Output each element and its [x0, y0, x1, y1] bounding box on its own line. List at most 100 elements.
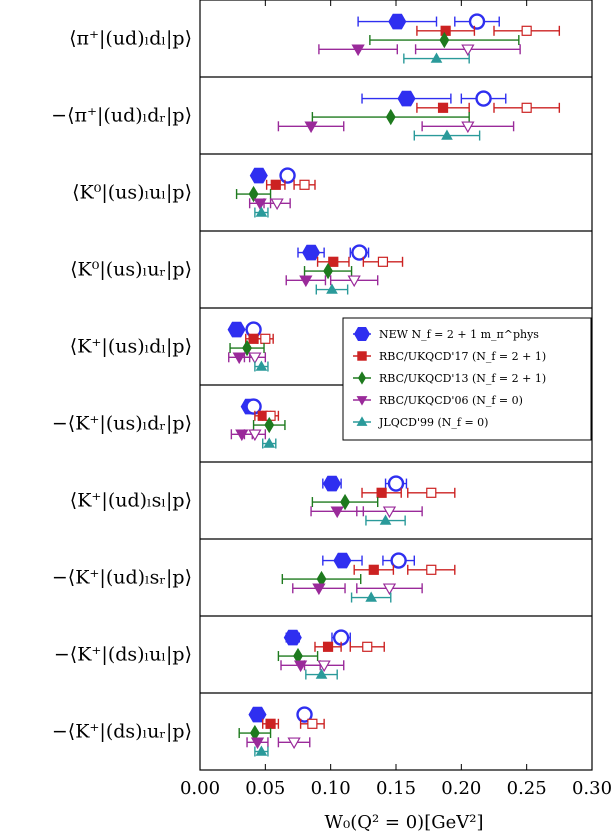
legend-marker — [356, 416, 368, 426]
data-point — [250, 737, 265, 750]
data-point — [322, 475, 342, 492]
row-label: ⟨K⁰|(us)ₗuₗ|p⟩ — [72, 182, 192, 204]
data-marks — [227, 13, 561, 757]
data-point — [368, 564, 379, 575]
data-point-open — [296, 706, 313, 723]
row-label: ⟨π⁺|(ud)ₗdₗ|p⟩ — [69, 28, 192, 50]
legend-label: NEW N_f = 2 + 1 m_π^phys — [379, 328, 539, 341]
data-point — [330, 506, 344, 519]
data-point — [312, 583, 326, 596]
data-point — [302, 244, 321, 261]
data-point-open — [279, 167, 296, 184]
data-point — [232, 352, 246, 365]
data-point-open — [307, 718, 318, 729]
data-point-open — [382, 506, 397, 519]
data-point — [227, 321, 246, 338]
data-point — [255, 745, 268, 756]
row-label: −⟨K⁺|(ds)ₗuᵣ|p⟩ — [52, 721, 192, 743]
data-point — [322, 641, 334, 652]
data-point-open — [265, 410, 276, 421]
series-2 — [229, 31, 520, 742]
legend-entry: JLQCD'99 (N_f = 0) — [353, 416, 488, 429]
data-point-open — [390, 552, 407, 569]
data-point — [248, 706, 267, 723]
legend-marker — [358, 371, 366, 385]
data-point — [379, 514, 392, 525]
data-point — [253, 198, 267, 211]
data-point — [249, 167, 268, 184]
data-point-open — [426, 487, 437, 498]
x-tick-label: 0.15 — [376, 778, 416, 799]
data-point-open — [426, 564, 437, 575]
x-tick-label: 0.05 — [245, 778, 285, 799]
data-point — [323, 262, 333, 280]
legend-label: RBC/UKQCD'06 (N_f = 0) — [379, 394, 523, 407]
data-point — [439, 31, 450, 49]
data-point — [437, 102, 449, 113]
data-point — [263, 437, 276, 448]
series-0 — [227, 13, 507, 723]
data-point — [299, 275, 313, 288]
data-point — [430, 52, 443, 63]
legend-label: RBC/UKQCD'17 (N_f = 2 + 1) — [379, 350, 546, 363]
data-point — [270, 179, 281, 190]
legend-label: JLQCD'99 (N_f = 0) — [378, 416, 488, 429]
legend: NEW N_f = 2 + 1 m_π^phys RBC/UKQCD'17 (N_… — [342, 317, 592, 441]
data-point-open — [362, 641, 373, 652]
data-point — [248, 185, 259, 203]
data-point — [248, 333, 259, 344]
data-point — [333, 552, 352, 569]
series-4 — [254, 52, 481, 757]
data-point-open — [260, 333, 271, 344]
data-point — [255, 360, 268, 371]
row-label: ⟨K⁰|(us)ₗuᵣ|p⟩ — [70, 259, 192, 281]
data-point — [365, 591, 378, 602]
data-point — [388, 13, 407, 30]
row-label: −⟨K⁺|(us)ₗdᵣ|p⟩ — [52, 413, 192, 435]
data-point — [351, 44, 365, 57]
row-label: −⟨K⁺|(ds)ₗuₗ|p⟩ — [54, 644, 192, 666]
row-label: −⟨K⁺|(ud)ₗsᵣ|p⟩ — [52, 567, 192, 589]
data-point-open — [299, 179, 310, 190]
series-1 — [245, 25, 561, 729]
data-point-open — [521, 102, 532, 113]
legend-entry: RBC/UKQCD'17 (N_f = 2 + 1) — [353, 350, 546, 363]
legend-entry: RBC/UKQCD'06 (N_f = 0) — [353, 394, 523, 407]
data-point — [440, 25, 451, 36]
legend-entry: RBC/UKQCD'13 (N_f = 2 + 1) — [353, 371, 546, 385]
data-point-open — [475, 90, 492, 107]
data-point — [397, 90, 416, 107]
data-point-open — [382, 583, 397, 596]
data-point — [255, 206, 268, 217]
row-labels: ⟨π⁺|(ud)ₗdₗ|p⟩ −⟨π⁺|(ud)ₗdᵣ|p⟩ ⟨K⁰|(us)ₗuₗ… — [51, 28, 192, 743]
x-axis-title: W₀(Q² = 0)[GeV²] — [324, 812, 483, 833]
legend-label: RBC/UKQCD'13 (N_f = 2 + 1) — [379, 372, 546, 385]
legend-marker — [357, 351, 367, 361]
data-point-open — [521, 25, 532, 36]
row-label: ⟨K⁺|(us)ₗdₗ|p⟩ — [70, 336, 192, 358]
data-point — [283, 629, 302, 646]
data-point — [326, 283, 338, 294]
series-3 — [228, 44, 521, 750]
data-point-open — [387, 475, 405, 492]
legend-box — [342, 317, 592, 441]
data-point — [293, 660, 308, 673]
data-point-open — [461, 121, 475, 134]
data-point-open — [270, 198, 284, 211]
row-label: −⟨π⁺|(ud)ₗdᵣ|p⟩ — [51, 105, 192, 127]
data-point-open — [377, 256, 389, 267]
data-point — [376, 487, 387, 498]
x-tick-label: 0.10 — [311, 778, 351, 799]
data-point — [304, 121, 318, 134]
legend-marker — [353, 326, 371, 342]
data-point-open — [248, 352, 262, 365]
x-axis: 0.00 0.05 0.10 0.15 0.20 0.25 0.30 W₀(Q² = 0)[G… — [180, 0, 612, 833]
x-tick-label: 0.25 — [507, 778, 547, 799]
data-point — [328, 256, 339, 267]
data-point — [441, 129, 453, 140]
data-point-open — [468, 13, 486, 30]
data-point-open — [317, 660, 331, 673]
x-tick-label: 0.20 — [441, 778, 481, 799]
x-tick-label: 0.00 — [180, 778, 220, 799]
